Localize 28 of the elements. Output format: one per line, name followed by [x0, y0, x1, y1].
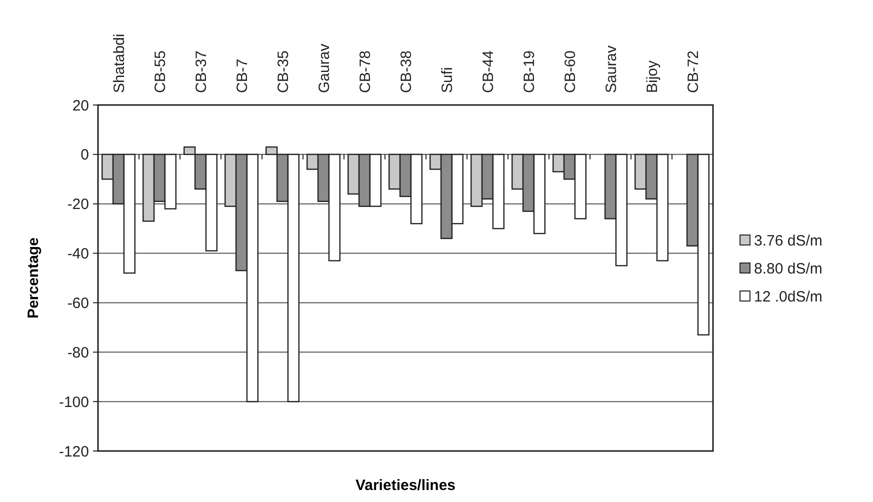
legend-label: 8.80 dS/m — [754, 260, 822, 278]
x-tick-label: Gaurav — [316, 43, 333, 93]
y-tick-label: -40 — [67, 246, 89, 263]
x-tick-label: CB-37 — [192, 50, 210, 93]
x-tick-label: CB-60 — [562, 50, 579, 93]
y-tick-label: -80 — [67, 344, 89, 362]
y-tick-label: -100 — [58, 394, 89, 411]
y-axis-title: Percentage — [25, 238, 42, 318]
x-tick-label: CB-55 — [152, 50, 169, 93]
x-tick-label: Shatabdi — [110, 34, 128, 93]
y-tick-label: 0 — [80, 146, 89, 164]
x-tick-label: Sufi — [438, 67, 456, 93]
y-tick-label: -20 — [67, 196, 89, 214]
x-tick-label: Saurav — [602, 44, 620, 93]
x-tick-label: CB-78 — [356, 50, 374, 93]
x-tick-label: CB-35 — [274, 50, 292, 93]
x-tick-label: CB-19 — [520, 50, 538, 93]
x-tick-label: CB-44 — [480, 50, 497, 93]
y-tick-label: 20 — [72, 97, 89, 114]
y-tick-label: -120 — [58, 443, 89, 460]
x-tick-label: CB-72 — [684, 50, 702, 93]
x-tick-label: CB-38 — [398, 50, 415, 93]
legend-label: 3.76 dS/m — [754, 232, 822, 250]
y-tick-label: -60 — [67, 294, 89, 312]
x-axis-title: Varieties/lines — [355, 477, 456, 494]
x-tick-label: Bijoy — [644, 60, 661, 93]
legend-label: 12 .0dS/m — [754, 288, 822, 306]
x-tick-label: CB-7 — [234, 58, 251, 93]
